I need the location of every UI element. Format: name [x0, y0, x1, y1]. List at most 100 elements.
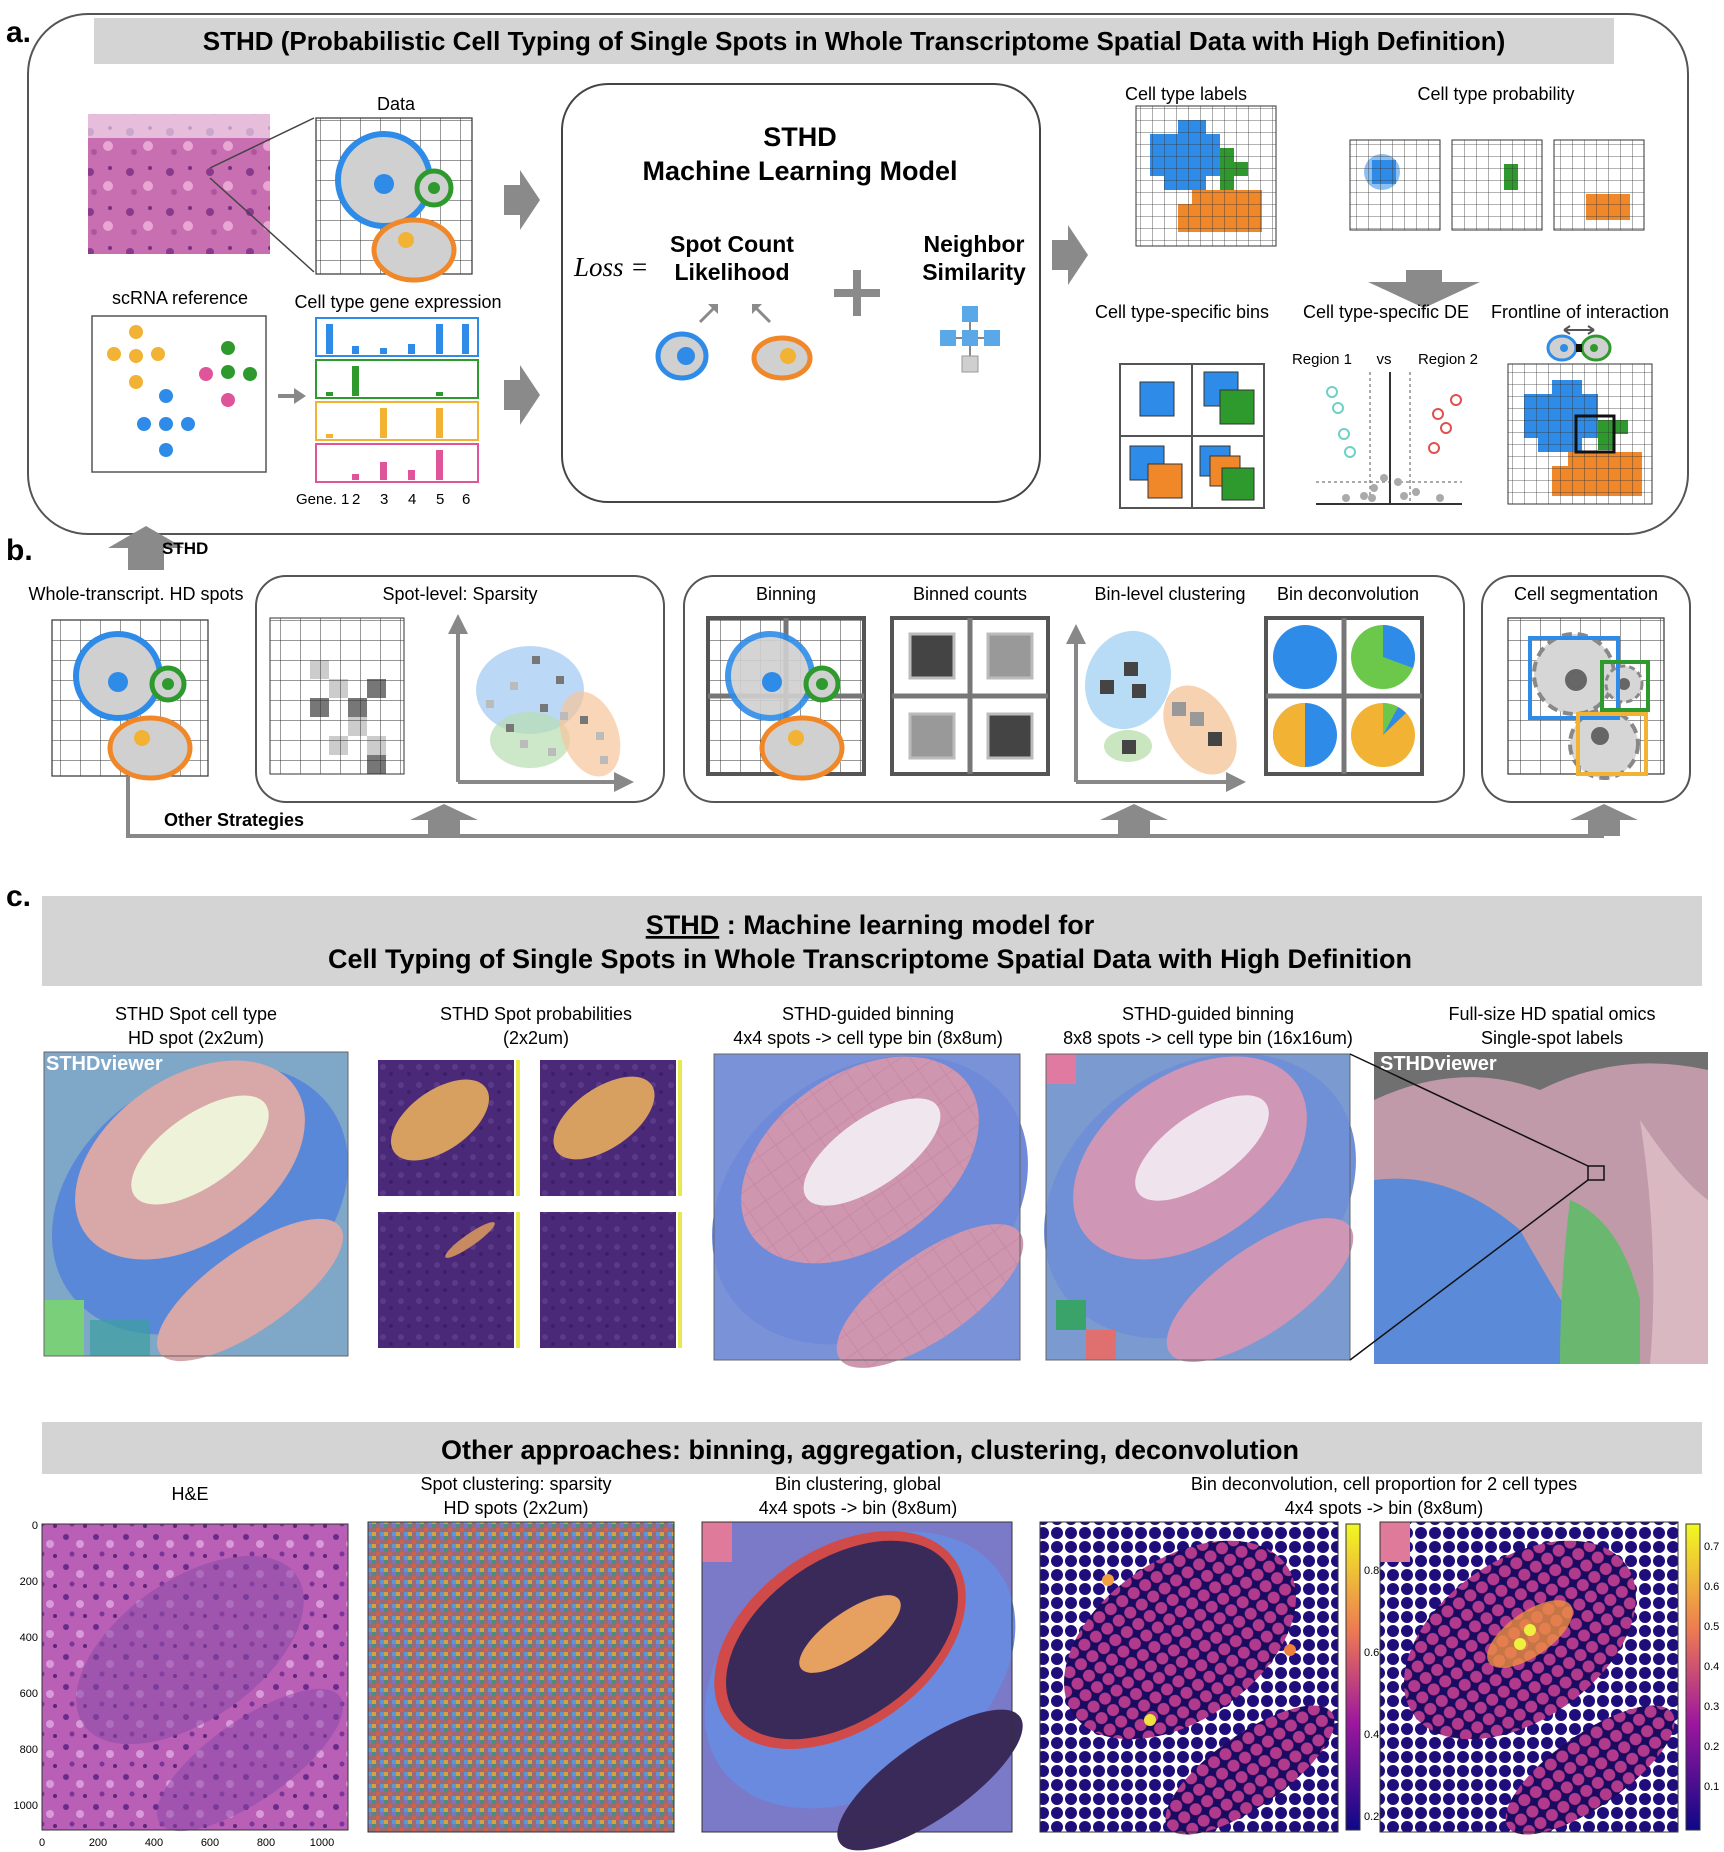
svg-text:6: 6: [462, 491, 470, 508]
other-strategies-line: [126, 776, 1604, 838]
sthd-binning-8x8-map: [1044, 1053, 1356, 1362]
bin-clustering-image: [701, 1521, 1023, 1851]
o2-caption-2: HD spots (2x2um): [443, 1498, 588, 1518]
svg-text:600: 600: [201, 1837, 219, 1849]
model-title-2: Machine Learning Model: [642, 156, 957, 186]
bin-deconv-label: Bin deconvolution: [1277, 584, 1419, 604]
svg-text:0.1: 0.1: [1704, 1781, 1719, 1793]
plus-icon: [834, 270, 880, 316]
svg-text:0.2: 0.2: [1364, 1811, 1379, 1823]
loss-label: Loss =: [573, 252, 649, 282]
scrna-label: scRNA reference: [112, 288, 248, 308]
data-label: Data: [377, 94, 416, 114]
he-image: [41, 1523, 349, 1832]
svg-text:0.4: 0.4: [1704, 1661, 1719, 1673]
svg-text:0.7: 0.7: [1704, 1541, 1719, 1553]
colorbar-2: [1685, 1523, 1701, 1831]
cell-seg-label: Cell segmentation: [1514, 584, 1658, 604]
o3-caption-2: 4x4 spots -> bin (8x8um): [759, 1498, 958, 1518]
term1-line1: Spot Count: [670, 231, 794, 257]
col4-caption-1: STHD-guided binning: [1122, 1004, 1294, 1024]
deconvolution-map-2: [1379, 1521, 1679, 1835]
svg-text:400: 400: [20, 1632, 38, 1644]
svg-text:0.2: 0.2: [1704, 1741, 1719, 1753]
viewer-label-2: STHDviewer: [1380, 1053, 1497, 1075]
scrna-box: [91, 315, 267, 473]
term2-line1: Neighbor: [924, 231, 1025, 257]
spot-clustering-image: [367, 1521, 675, 1833]
bin-clustering-scatter: [1066, 624, 1246, 792]
orange-cell-icon: [371, 217, 457, 283]
out-de-title: Cell type-specific DE: [1303, 302, 1469, 322]
svg-text:800: 800: [20, 1744, 38, 1756]
gene-expression-bars: [315, 317, 479, 483]
bin-clustering-label: Bin-level clustering: [1094, 584, 1245, 604]
panel-a-frame: [27, 13, 1689, 535]
svg-text:0: 0: [39, 1837, 45, 1849]
panel-a-title: STHD (Probabilistic Cell Typing of Singl…: [203, 26, 1506, 56]
col2-caption-1: STHD Spot probabilities: [440, 1004, 632, 1024]
col1-caption-1: STHD Spot cell type: [115, 1004, 277, 1024]
svg-text:200: 200: [20, 1576, 38, 1588]
binned-counts-label: Binned counts: [913, 584, 1027, 604]
svg-text:1000: 1000: [310, 1837, 334, 1849]
svg-text:0.8: 0.8: [1364, 1565, 1379, 1577]
panel-c-title-1: STHD : Machine learning model for: [646, 910, 1095, 940]
cell-type-labels-grid: [1135, 105, 1277, 247]
sparsity-label: Spot-level: Sparsity: [382, 584, 537, 604]
sthd-arrow-label: STHD: [162, 539, 208, 558]
he-y-ticks: 0 200 400 600 800 1000: [14, 1520, 38, 1812]
col5-caption-2: Single-spot labels: [1481, 1028, 1623, 1048]
svg-text:200: 200: [89, 1837, 107, 1849]
o4-caption-2: 4x4 spots -> bin (8x8um): [1285, 1498, 1484, 1518]
model-box: [561, 83, 1041, 503]
svg-text:0.5: 0.5: [1704, 1621, 1719, 1633]
col2-caption-2: (2x2um): [503, 1028, 569, 1048]
svg-text:400: 400: [145, 1837, 163, 1849]
svg-text:5: 5: [436, 491, 444, 508]
colorbar-1: [1345, 1523, 1361, 1831]
svg-text:4: 4: [408, 491, 416, 508]
svg-text:0.6: 0.6: [1704, 1581, 1719, 1593]
frontline-icon: [1546, 325, 1612, 362]
colorbar-2-ticks: 0.7 0.6 0.5 0.4 0.3 0.2 0.1: [1704, 1541, 1719, 1793]
binning-grid: [706, 616, 866, 781]
panel-a-letter: a.: [6, 16, 31, 49]
svg-text:800: 800: [257, 1837, 275, 1849]
cell-type-probability-grids: [1349, 139, 1645, 231]
other-strategies-label: Other Strategies: [164, 810, 304, 830]
svg-text:Gene. 1: Gene. 1: [296, 491, 349, 508]
out-bins-title: Cell type-specific bins: [1095, 302, 1269, 322]
panel-c-letter: c.: [6, 880, 31, 913]
svg-text:2: 2: [352, 491, 360, 508]
bin-deconvolution-pies: [1264, 616, 1424, 776]
deconvolution-map-1: [1039, 1521, 1339, 1835]
neighbor-graph-icon: [940, 306, 1000, 373]
other-approaches-title: Other approaches: binning, aggregation, …: [441, 1435, 1299, 1465]
other-approaches-band: [42, 1422, 1702, 1474]
gene-expr-label: Cell type gene expression: [294, 292, 501, 312]
binning-label: Binning: [756, 584, 816, 604]
region-2: Region 2: [1418, 351, 1478, 368]
term2-line2: Similarity: [922, 259, 1026, 285]
col5-caption-1: Full-size HD spatial omics: [1448, 1004, 1655, 1024]
gene-axis-labels: Gene. 1 2 3 4 5 6: [296, 491, 470, 508]
out-front-title: Frontline of interaction: [1491, 302, 1669, 322]
full-size-hd-map: [1374, 1052, 1708, 1364]
o1-caption: H&E: [171, 1484, 208, 1504]
scrna-scatter: [107, 325, 257, 457]
sthd-binning-4x4-map: [712, 1053, 1028, 1368]
volcano-plot: [1316, 372, 1462, 505]
sthd-spot-probability-maps: [378, 1060, 682, 1348]
svg-text:600: 600: [20, 1688, 38, 1700]
svg-text:1000: 1000: [14, 1800, 38, 1812]
sparsity-scatter: [448, 614, 634, 792]
out-prob-title: Cell type probability: [1417, 84, 1574, 104]
col1-caption-2: HD spot (2x2um): [128, 1028, 264, 1048]
colorbar-1-ticks: 0.8 0.6 0.4 0.2: [1364, 1565, 1379, 1823]
panel-c-title-band: [42, 896, 1702, 986]
vs-label: vs: [1377, 351, 1392, 368]
out-labels-title: Cell type labels: [1125, 84, 1247, 104]
sthd-spot-celltype-map: [43, 1051, 349, 1362]
